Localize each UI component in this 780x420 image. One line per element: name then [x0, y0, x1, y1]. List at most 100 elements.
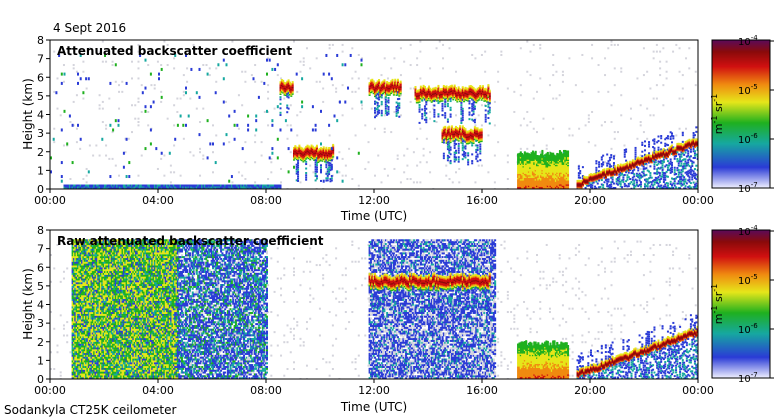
- sub-cloud-cell: [621, 179, 624, 182]
- cloud-cell: [453, 136, 456, 139]
- noise-cell: [678, 127, 681, 130]
- precip-cell: [525, 174, 528, 177]
- noise-cell: [613, 43, 616, 46]
- noise-cell: [506, 87, 509, 90]
- cloud-cell: [436, 98, 439, 101]
- precip-cell: [530, 172, 533, 175]
- noise-cell: [195, 107, 198, 110]
- cloud-cell: [287, 81, 290, 84]
- cloud-cell: [394, 80, 397, 83]
- noise-cell: [659, 60, 662, 63]
- cloud-cell: [463, 127, 466, 130]
- precip-cell: [546, 168, 549, 171]
- streak-cell: [449, 97, 452, 100]
- cloud-cell: [392, 92, 395, 95]
- cloud-cell: [428, 92, 430, 95]
- cloud-cell: [295, 149, 298, 152]
- cloud-cell: [396, 82, 399, 85]
- aerosol-cell: [85, 186, 88, 189]
- cloud-cell: [318, 149, 321, 152]
- streak-cell: [384, 105, 387, 108]
- streak-cell: [468, 102, 471, 105]
- streak-cell: [484, 109, 487, 112]
- precip-cell: [563, 170, 565, 173]
- noise-cell: [361, 104, 364, 107]
- streak-cell: [448, 147, 451, 150]
- aerosol-cell: [232, 186, 235, 189]
- precip-cell: [548, 169, 551, 172]
- cloud-cell: [472, 94, 475, 97]
- cloud-cell: [423, 88, 426, 91]
- noise-cell: [435, 121, 438, 124]
- aerosol-cell: [81, 186, 84, 189]
- precip-cell: [550, 164, 553, 167]
- precip-top-cell: [534, 150, 537, 153]
- cloud-cell: [459, 89, 462, 92]
- precip-cell: [564, 160, 567, 163]
- aerosol-cell: [97, 184, 100, 187]
- cloud-cell: [303, 150, 306, 153]
- cloud-cell: [282, 90, 285, 93]
- precip-cell: [557, 186, 560, 189]
- cloud-cell: [291, 88, 294, 91]
- cloud-cell: [450, 91, 453, 94]
- cloud-cell: [469, 133, 472, 136]
- cloud-cell: [314, 153, 317, 156]
- precip-cell: [542, 156, 545, 159]
- aerosol-cell: [255, 185, 258, 188]
- aerosol-cell: [221, 185, 224, 188]
- cloud-cell: [426, 87, 429, 90]
- precip-cell: [530, 177, 533, 180]
- precip-cell: [554, 182, 557, 185]
- cloud-cell: [457, 94, 460, 97]
- streak-cell: [423, 118, 426, 121]
- cloud-cell: [391, 78, 394, 81]
- sub-cloud-cell: [633, 184, 636, 187]
- cloud-cell: [486, 90, 489, 93]
- cloud-cell: [291, 91, 294, 94]
- aerosol-cell: [175, 184, 178, 187]
- precip-cell: [554, 177, 557, 180]
- aerosol-cell: [185, 185, 187, 188]
- aerosol-cell: [114, 186, 117, 189]
- above-cloud-cell: [577, 167, 580, 170]
- aerosol-cell: [251, 185, 254, 188]
- precip-cell: [557, 156, 560, 159]
- precip-cell: [536, 183, 538, 186]
- cloud-cell: [480, 90, 483, 93]
- noise-cell: [665, 60, 668, 63]
- cloud-cell: [419, 96, 422, 99]
- precip-cell: [561, 185, 564, 188]
- cloud-cell: [455, 135, 457, 138]
- precip-cell: [544, 160, 547, 163]
- cloud-cell: [326, 159, 329, 162]
- cloud-cell: [391, 82, 394, 85]
- streak-cell: [457, 142, 460, 145]
- noise-cell: [597, 90, 600, 93]
- precip-cell: [556, 169, 559, 172]
- aerosol-cell: [214, 184, 217, 187]
- aerosol-cell: [128, 185, 131, 188]
- cloud-cell: [456, 96, 459, 99]
- cloud-cell: [317, 153, 320, 156]
- noise-cell: [383, 131, 386, 134]
- streak-cell: [328, 166, 331, 169]
- streak-cell: [473, 121, 476, 124]
- aerosol-cell: [78, 186, 81, 189]
- aerosol-cell: [68, 186, 71, 189]
- precip-cell: [542, 175, 545, 178]
- cloud-cell: [322, 147, 325, 150]
- precip-cell: [517, 168, 520, 171]
- precip-cell: [517, 156, 520, 159]
- aerosol-cell: [153, 186, 156, 189]
- precip-cell: [564, 177, 567, 180]
- cloud-cell: [297, 157, 300, 160]
- cloud-cell: [372, 84, 375, 87]
- precip-cell: [553, 179, 556, 182]
- aerosol-cell: [175, 185, 178, 188]
- streak-cell: [374, 116, 376, 119]
- precip-cell: [544, 181, 547, 184]
- precip-cell: [548, 181, 551, 184]
- precip-cell: [544, 165, 547, 168]
- precip-cell: [542, 183, 545, 186]
